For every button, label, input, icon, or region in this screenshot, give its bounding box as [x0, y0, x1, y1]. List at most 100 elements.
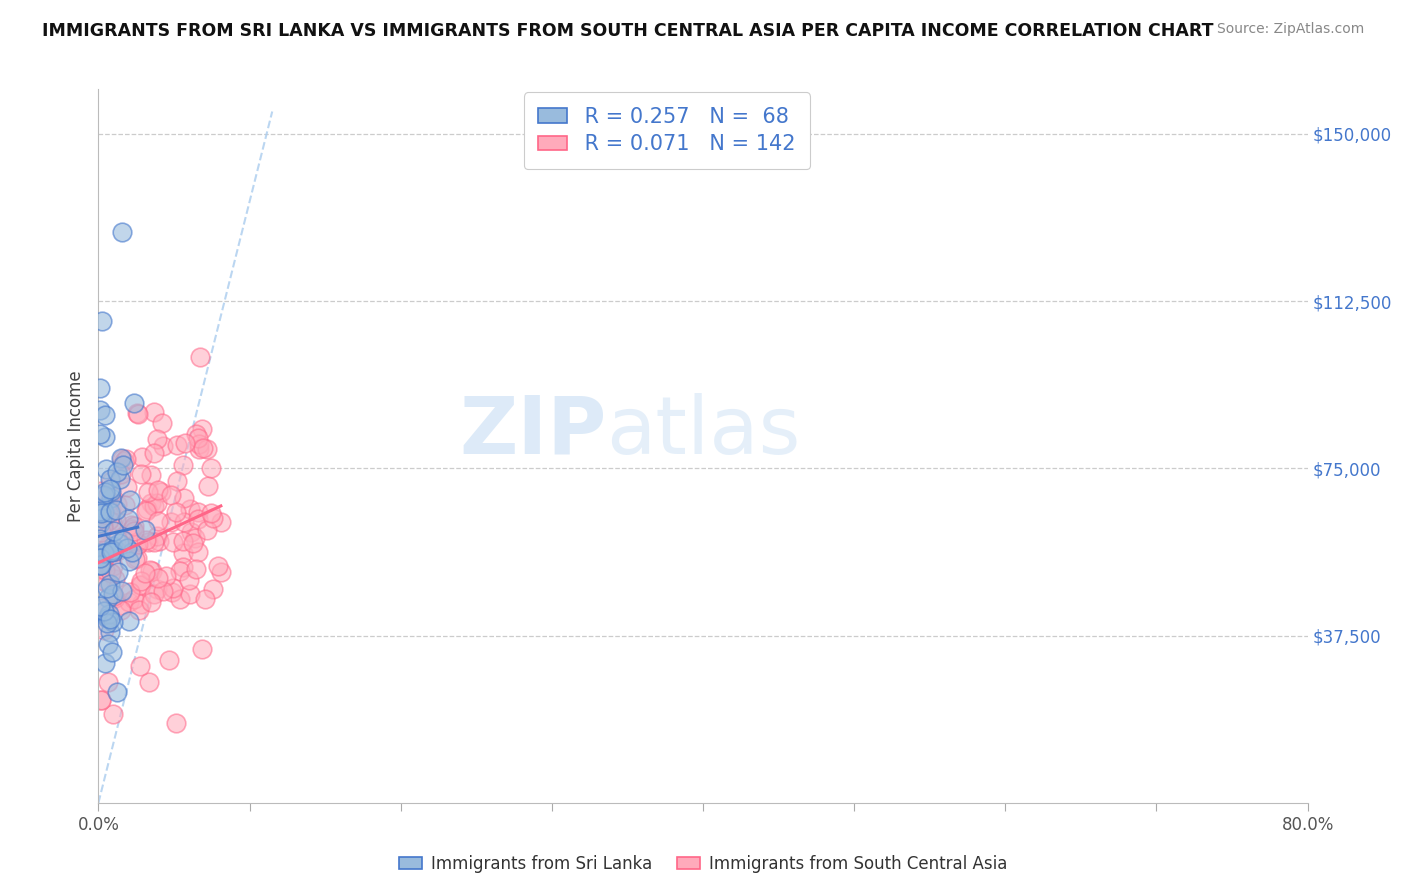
- Point: [93, 408, 115, 422]
- Point: [97, 607, 120, 622]
- Point: [136, 502, 159, 516]
- Point: [200, 460, 222, 475]
- Point: [90, 484, 112, 499]
- Point: [115, 480, 138, 494]
- Point: [139, 595, 162, 609]
- Point: [166, 474, 188, 488]
- Point: [159, 487, 181, 501]
- Point: [136, 535, 159, 549]
- Point: [94, 461, 117, 475]
- Point: [191, 422, 214, 436]
- Point: [90, 558, 112, 572]
- Point: [91, 518, 114, 533]
- Point: [90, 314, 112, 328]
- Point: [101, 587, 124, 601]
- Point: [125, 550, 148, 565]
- Point: [111, 599, 134, 613]
- Point: [112, 458, 135, 472]
- Point: [91, 555, 114, 569]
- Point: [191, 642, 214, 657]
- Text: ZIP: ZIP: [458, 392, 606, 471]
- Point: [125, 405, 148, 419]
- Point: [135, 533, 157, 548]
- Point: [101, 706, 124, 721]
- Point: [93, 487, 115, 501]
- Point: [152, 417, 174, 431]
- Point: [96, 491, 118, 505]
- Point: [108, 472, 131, 486]
- Point: [143, 445, 166, 459]
- Point: [162, 581, 184, 595]
- Point: [107, 543, 129, 558]
- Point: [177, 573, 200, 587]
- Point: [110, 467, 132, 482]
- Point: [138, 674, 160, 689]
- Point: [155, 569, 177, 583]
- Point: [108, 536, 131, 550]
- Point: [89, 427, 111, 442]
- Point: [197, 478, 219, 492]
- Point: [139, 563, 162, 577]
- Point: [103, 545, 125, 559]
- Point: [107, 566, 129, 580]
- Point: [139, 496, 162, 510]
- Point: [160, 584, 183, 599]
- Point: [111, 225, 134, 239]
- Point: [121, 544, 143, 558]
- Point: [97, 545, 120, 559]
- Point: [172, 533, 194, 548]
- Point: [98, 505, 121, 519]
- Point: [94, 563, 117, 577]
- Point: [89, 558, 111, 572]
- Point: [127, 535, 149, 549]
- Point: [141, 564, 163, 578]
- Point: [100, 545, 122, 559]
- Point: [90, 693, 112, 707]
- Point: [101, 516, 124, 530]
- Point: [173, 515, 195, 529]
- Point: [118, 585, 141, 599]
- Point: [101, 615, 124, 630]
- Point: [142, 587, 165, 601]
- Point: [89, 558, 111, 572]
- Point: [120, 518, 142, 533]
- Point: [179, 502, 201, 516]
- Point: [89, 599, 111, 613]
- Point: [191, 441, 214, 455]
- Point: [90, 562, 112, 576]
- Point: [93, 604, 115, 618]
- Point: [187, 442, 209, 457]
- Point: [121, 522, 143, 536]
- Point: [111, 583, 134, 598]
- Point: [98, 576, 121, 591]
- Point: [124, 552, 146, 566]
- Point: [101, 558, 124, 573]
- Legend: Immigrants from Sri Lanka, Immigrants from South Central Asia: Immigrants from Sri Lanka, Immigrants fr…: [392, 848, 1014, 880]
- Point: [112, 533, 135, 547]
- Point: [97, 513, 120, 527]
- Point: [100, 494, 122, 508]
- Point: [105, 465, 128, 479]
- Point: [90, 506, 112, 520]
- Point: [209, 515, 232, 529]
- Point: [96, 540, 118, 554]
- Point: [100, 645, 122, 659]
- Point: [115, 452, 138, 467]
- Point: [197, 523, 219, 537]
- Text: IMMIGRANTS FROM SRI LANKA VS IMMIGRANTS FROM SOUTH CENTRAL ASIA PER CAPITA INCOM: IMMIGRANTS FROM SRI LANKA VS IMMIGRANTS …: [42, 22, 1213, 40]
- Point: [128, 603, 150, 617]
- Text: Source: ZipAtlas.com: Source: ZipAtlas.com: [1216, 22, 1364, 37]
- Point: [180, 525, 202, 540]
- Point: [124, 524, 146, 538]
- Point: [97, 610, 120, 624]
- Point: [120, 492, 142, 507]
- Point: [100, 566, 122, 580]
- Point: [131, 597, 153, 611]
- Point: [122, 396, 145, 410]
- Point: [105, 685, 128, 699]
- Point: [150, 485, 173, 500]
- Point: [89, 381, 111, 395]
- Point: [172, 546, 194, 560]
- Point: [207, 558, 229, 573]
- Point: [184, 531, 207, 545]
